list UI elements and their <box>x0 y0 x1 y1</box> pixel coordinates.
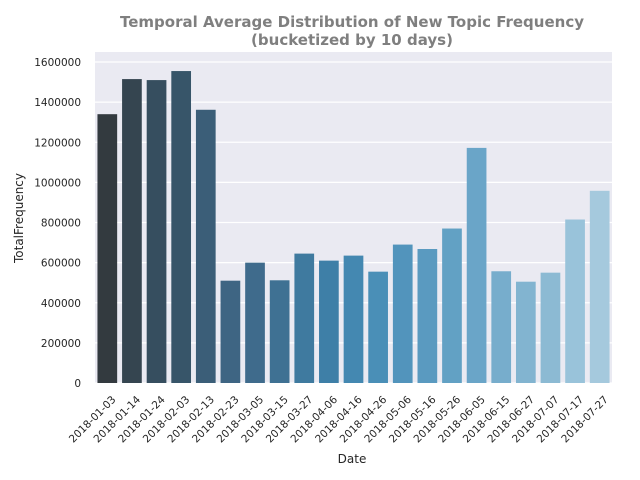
y-tick-label: 0 <box>74 378 81 390</box>
bar-2018-07-17 <box>565 219 585 383</box>
chart-subtitle: (bucketized by 10 days) <box>251 31 453 49</box>
bar-2018-03-27 <box>294 253 315 383</box>
bar-2018-06-27 <box>515 281 536 383</box>
x-axis-ticks: 2018-01-032018-01-142018-01-242018-02-03… <box>67 394 611 446</box>
y-tick-label: 400000 <box>41 298 81 310</box>
bar-2018-04-26 <box>368 271 388 383</box>
y-tick-label: 1000000 <box>34 177 81 189</box>
chart-title: Temporal Average Distribution of New Top… <box>120 13 584 31</box>
x-axis-label: Date <box>338 452 367 466</box>
y-tick-label: 200000 <box>41 338 81 350</box>
bar-2018-05-16 <box>417 248 438 383</box>
y-tick-label: 1200000 <box>34 137 81 149</box>
bar-2018-02-13 <box>195 109 216 384</box>
y-tick-label: 1600000 <box>34 57 81 69</box>
bar-2018-07-07 <box>540 272 561 383</box>
bar-2018-05-06 <box>392 244 413 383</box>
y-axis-ticks: 0 200000 400000 600000 800000 1000000 1200000 1… <box>34 57 81 390</box>
y-tick-label: 600000 <box>41 258 81 270</box>
bars <box>97 71 610 384</box>
bar-2018-06-15 <box>491 271 512 383</box>
bar-2018-02-03 <box>171 71 192 383</box>
bar-2018-06-05 <box>466 147 487 383</box>
bar-2018-01-14 <box>122 79 142 383</box>
y-tick-label: 800000 <box>41 218 81 230</box>
bar-2018-01-03 <box>97 114 118 384</box>
bar-2018-02-23 <box>220 280 241 383</box>
bar-2018-04-16 <box>343 255 364 383</box>
bar-2018-01-24 <box>146 80 167 384</box>
y-tick-label: 1400000 <box>34 97 81 109</box>
bar-2018-04-06 <box>319 260 339 383</box>
bar-2018-07-27 <box>589 190 610 383</box>
bar-2018-03-05 <box>245 262 265 383</box>
y-axis-label: TotalFrequency <box>12 173 26 264</box>
bar-2018-03-15 <box>269 280 290 383</box>
bar-2018-05-26 <box>442 228 462 383</box>
